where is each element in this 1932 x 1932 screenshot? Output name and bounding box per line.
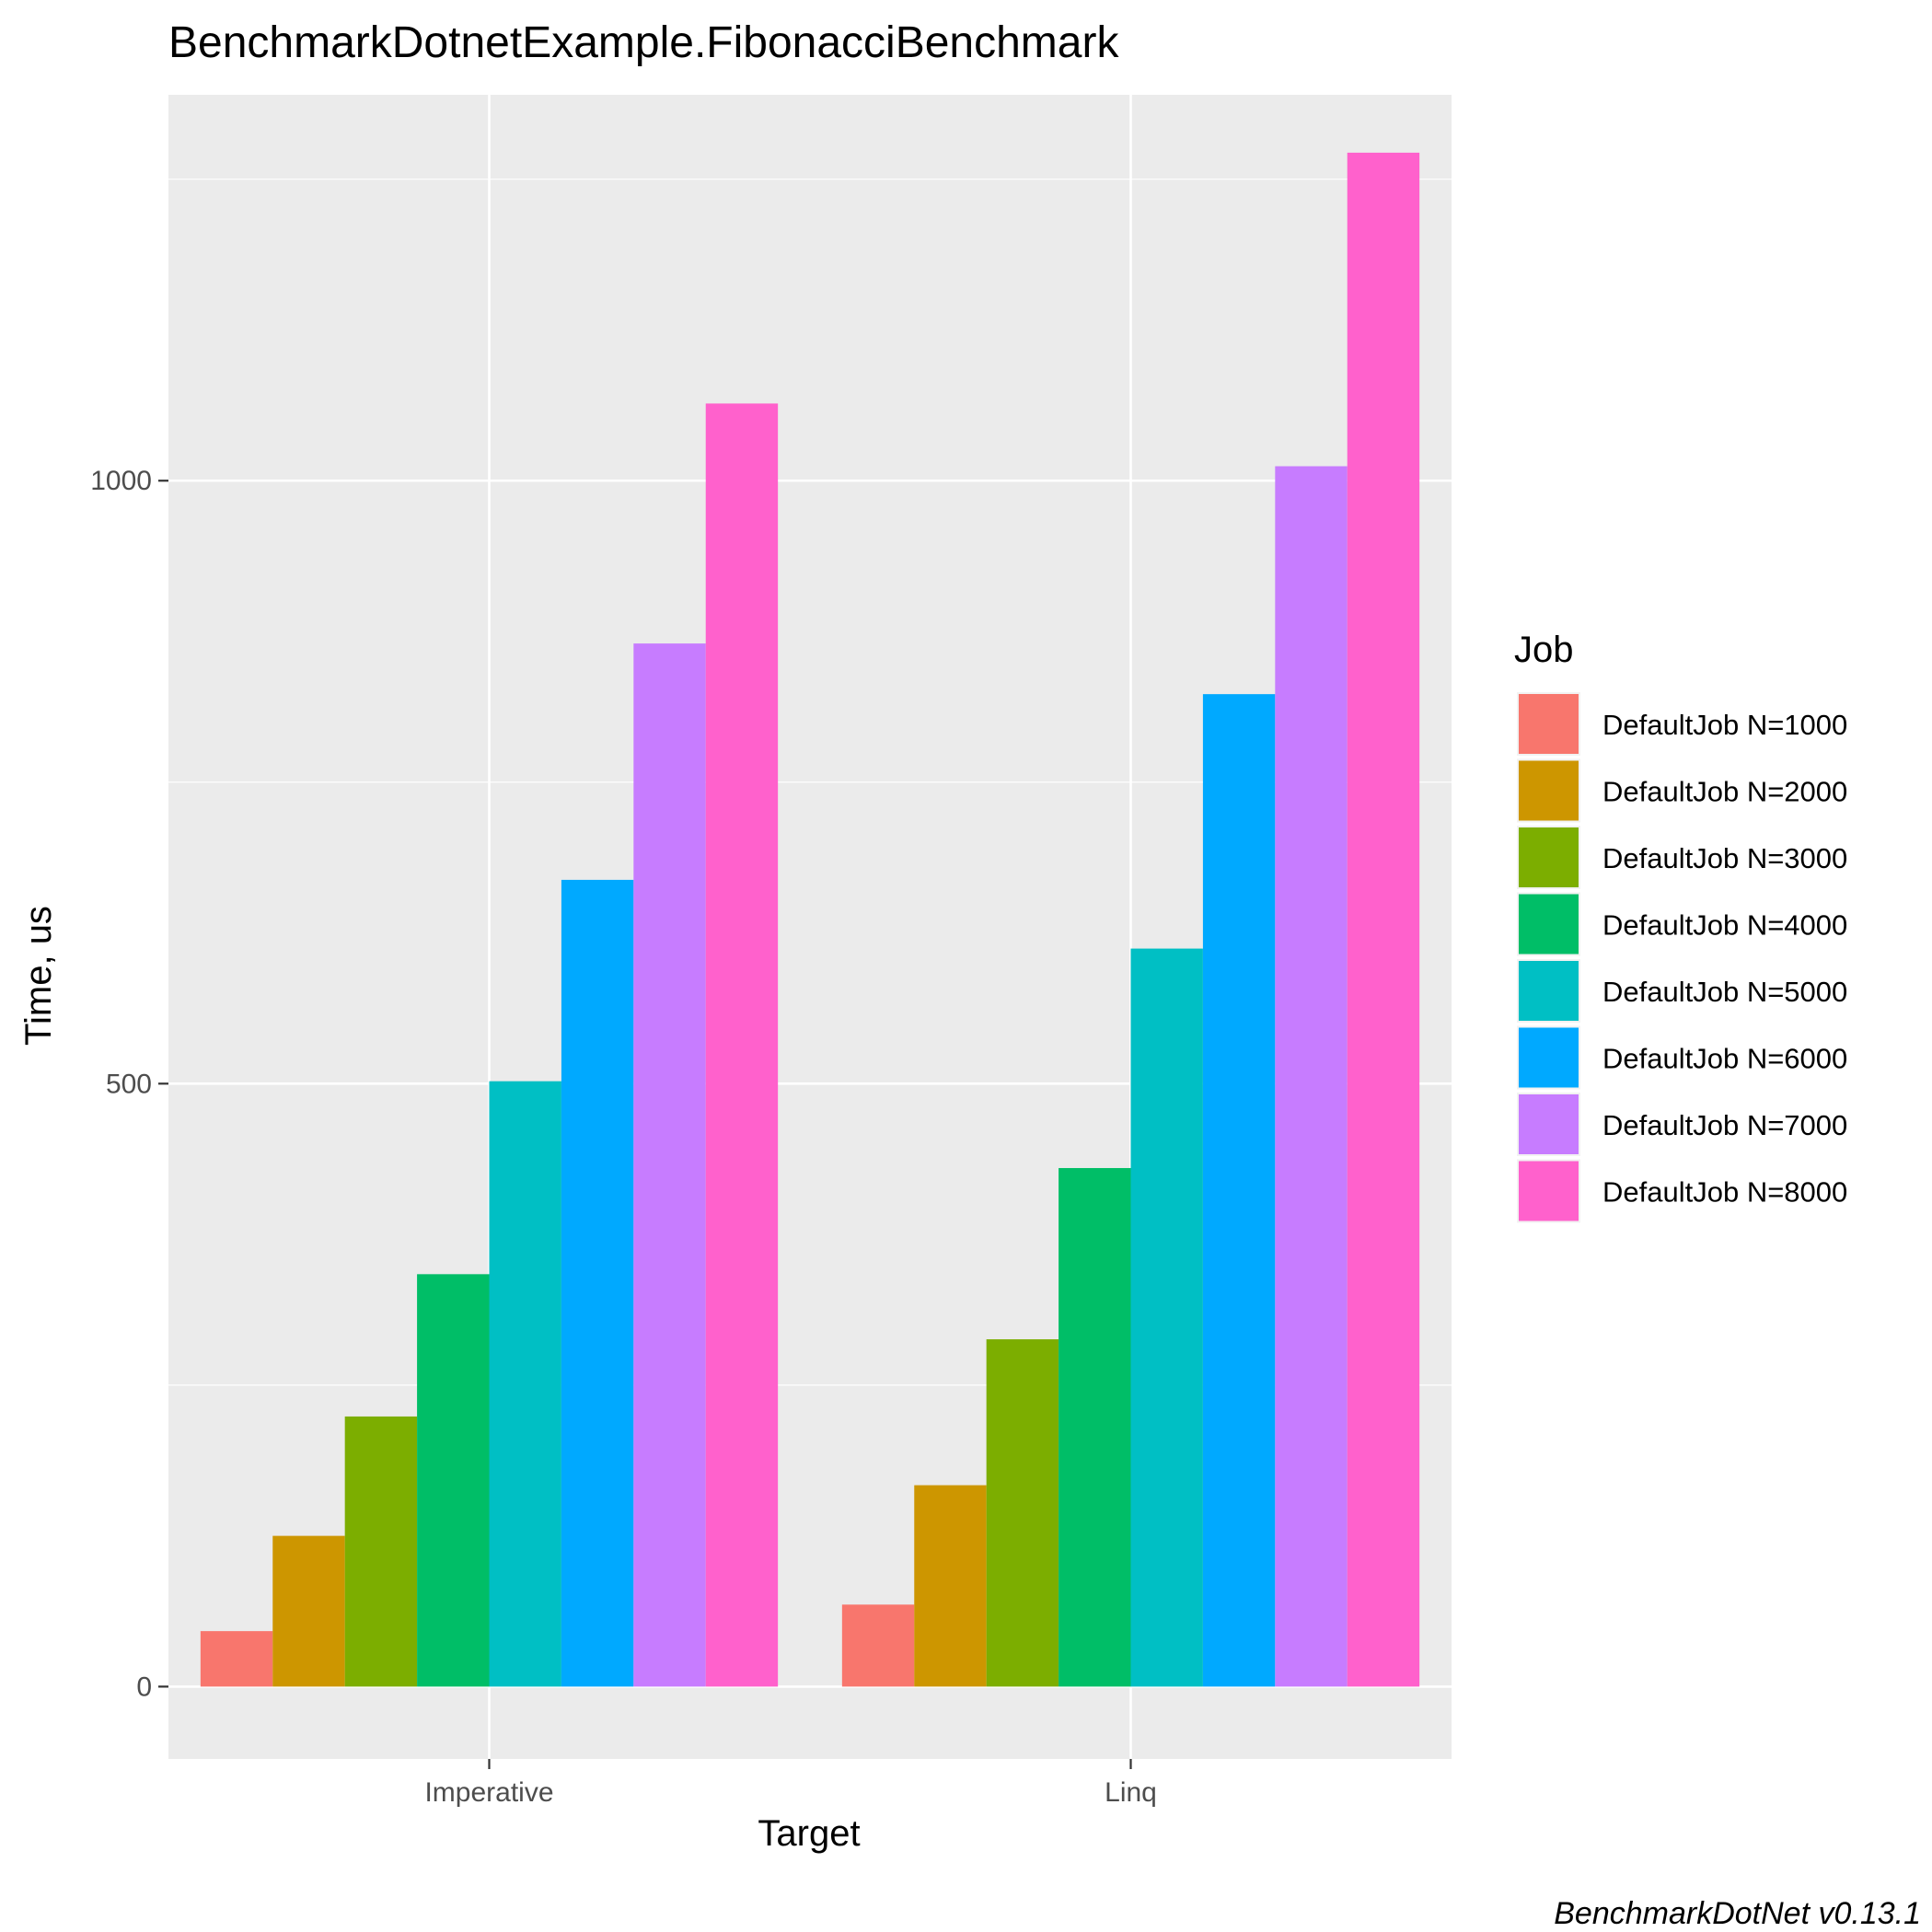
bar: [986, 1339, 1059, 1687]
x-tick-label: Linq: [1105, 1777, 1157, 1808]
y-axis: 0 500 1000: [90, 466, 168, 1702]
bar: [705, 403, 779, 1687]
bar: [633, 643, 706, 1687]
legend-swatch: [1519, 1027, 1579, 1088]
legend-label: DefaultJob N=2000: [1602, 776, 1847, 808]
bar: [417, 1274, 490, 1687]
y-tick-label: 0: [136, 1672, 152, 1702]
legend-label: DefaultJob N=6000: [1602, 1043, 1847, 1075]
legend-swatch: [1519, 961, 1579, 1021]
bar: [1275, 466, 1348, 1687]
x-tick-label: Imperative: [424, 1777, 553, 1808]
legend-swatch: [1519, 1161, 1579, 1221]
bar: [841, 1604, 915, 1687]
legend-label: DefaultJob N=4000: [1602, 909, 1847, 942]
bar: [1059, 1168, 1131, 1687]
legend-label: DefaultJob N=8000: [1602, 1176, 1847, 1209]
legend: Job DefaultJob N=1000 DefaultJob N=2000 De…: [1514, 630, 1847, 1223]
y-axis-title: Time, us: [18, 906, 59, 1046]
y-tick-label: 500: [106, 1069, 152, 1099]
bar: [344, 1416, 418, 1687]
legend-title: Job: [1514, 630, 1574, 670]
legend-swatch: [1519, 760, 1579, 821]
bar: [1202, 694, 1276, 1687]
legend-label: DefaultJob N=7000: [1602, 1109, 1847, 1141]
x-axis: Imperative Linq: [424, 1759, 1157, 1808]
legend-label: DefaultJob N=1000: [1602, 709, 1847, 741]
legend-swatch: [1519, 694, 1579, 754]
legend-swatch: [1519, 827, 1579, 887]
caption: BenchmarkDotNet v0.13.1: [1554, 1896, 1921, 1931]
bar: [489, 1081, 561, 1687]
x-axis-title: Target: [758, 1813, 860, 1854]
legend-label: DefaultJob N=3000: [1602, 842, 1847, 874]
legend-swatch: [1519, 894, 1579, 954]
bar: [561, 879, 634, 1687]
y-tick-label: 1000: [90, 466, 152, 496]
bar: [1130, 948, 1203, 1687]
bar: [914, 1485, 987, 1687]
chart-title: BenchmarkDotnetExample.FibonacciBenchmar…: [168, 18, 1119, 67]
bar: [272, 1535, 345, 1687]
bar: [200, 1631, 273, 1687]
legend-label: DefaultJob N=5000: [1602, 976, 1847, 1008]
bar: [1347, 152, 1420, 1687]
legend-swatch: [1519, 1094, 1579, 1154]
bars: [200, 152, 1420, 1687]
